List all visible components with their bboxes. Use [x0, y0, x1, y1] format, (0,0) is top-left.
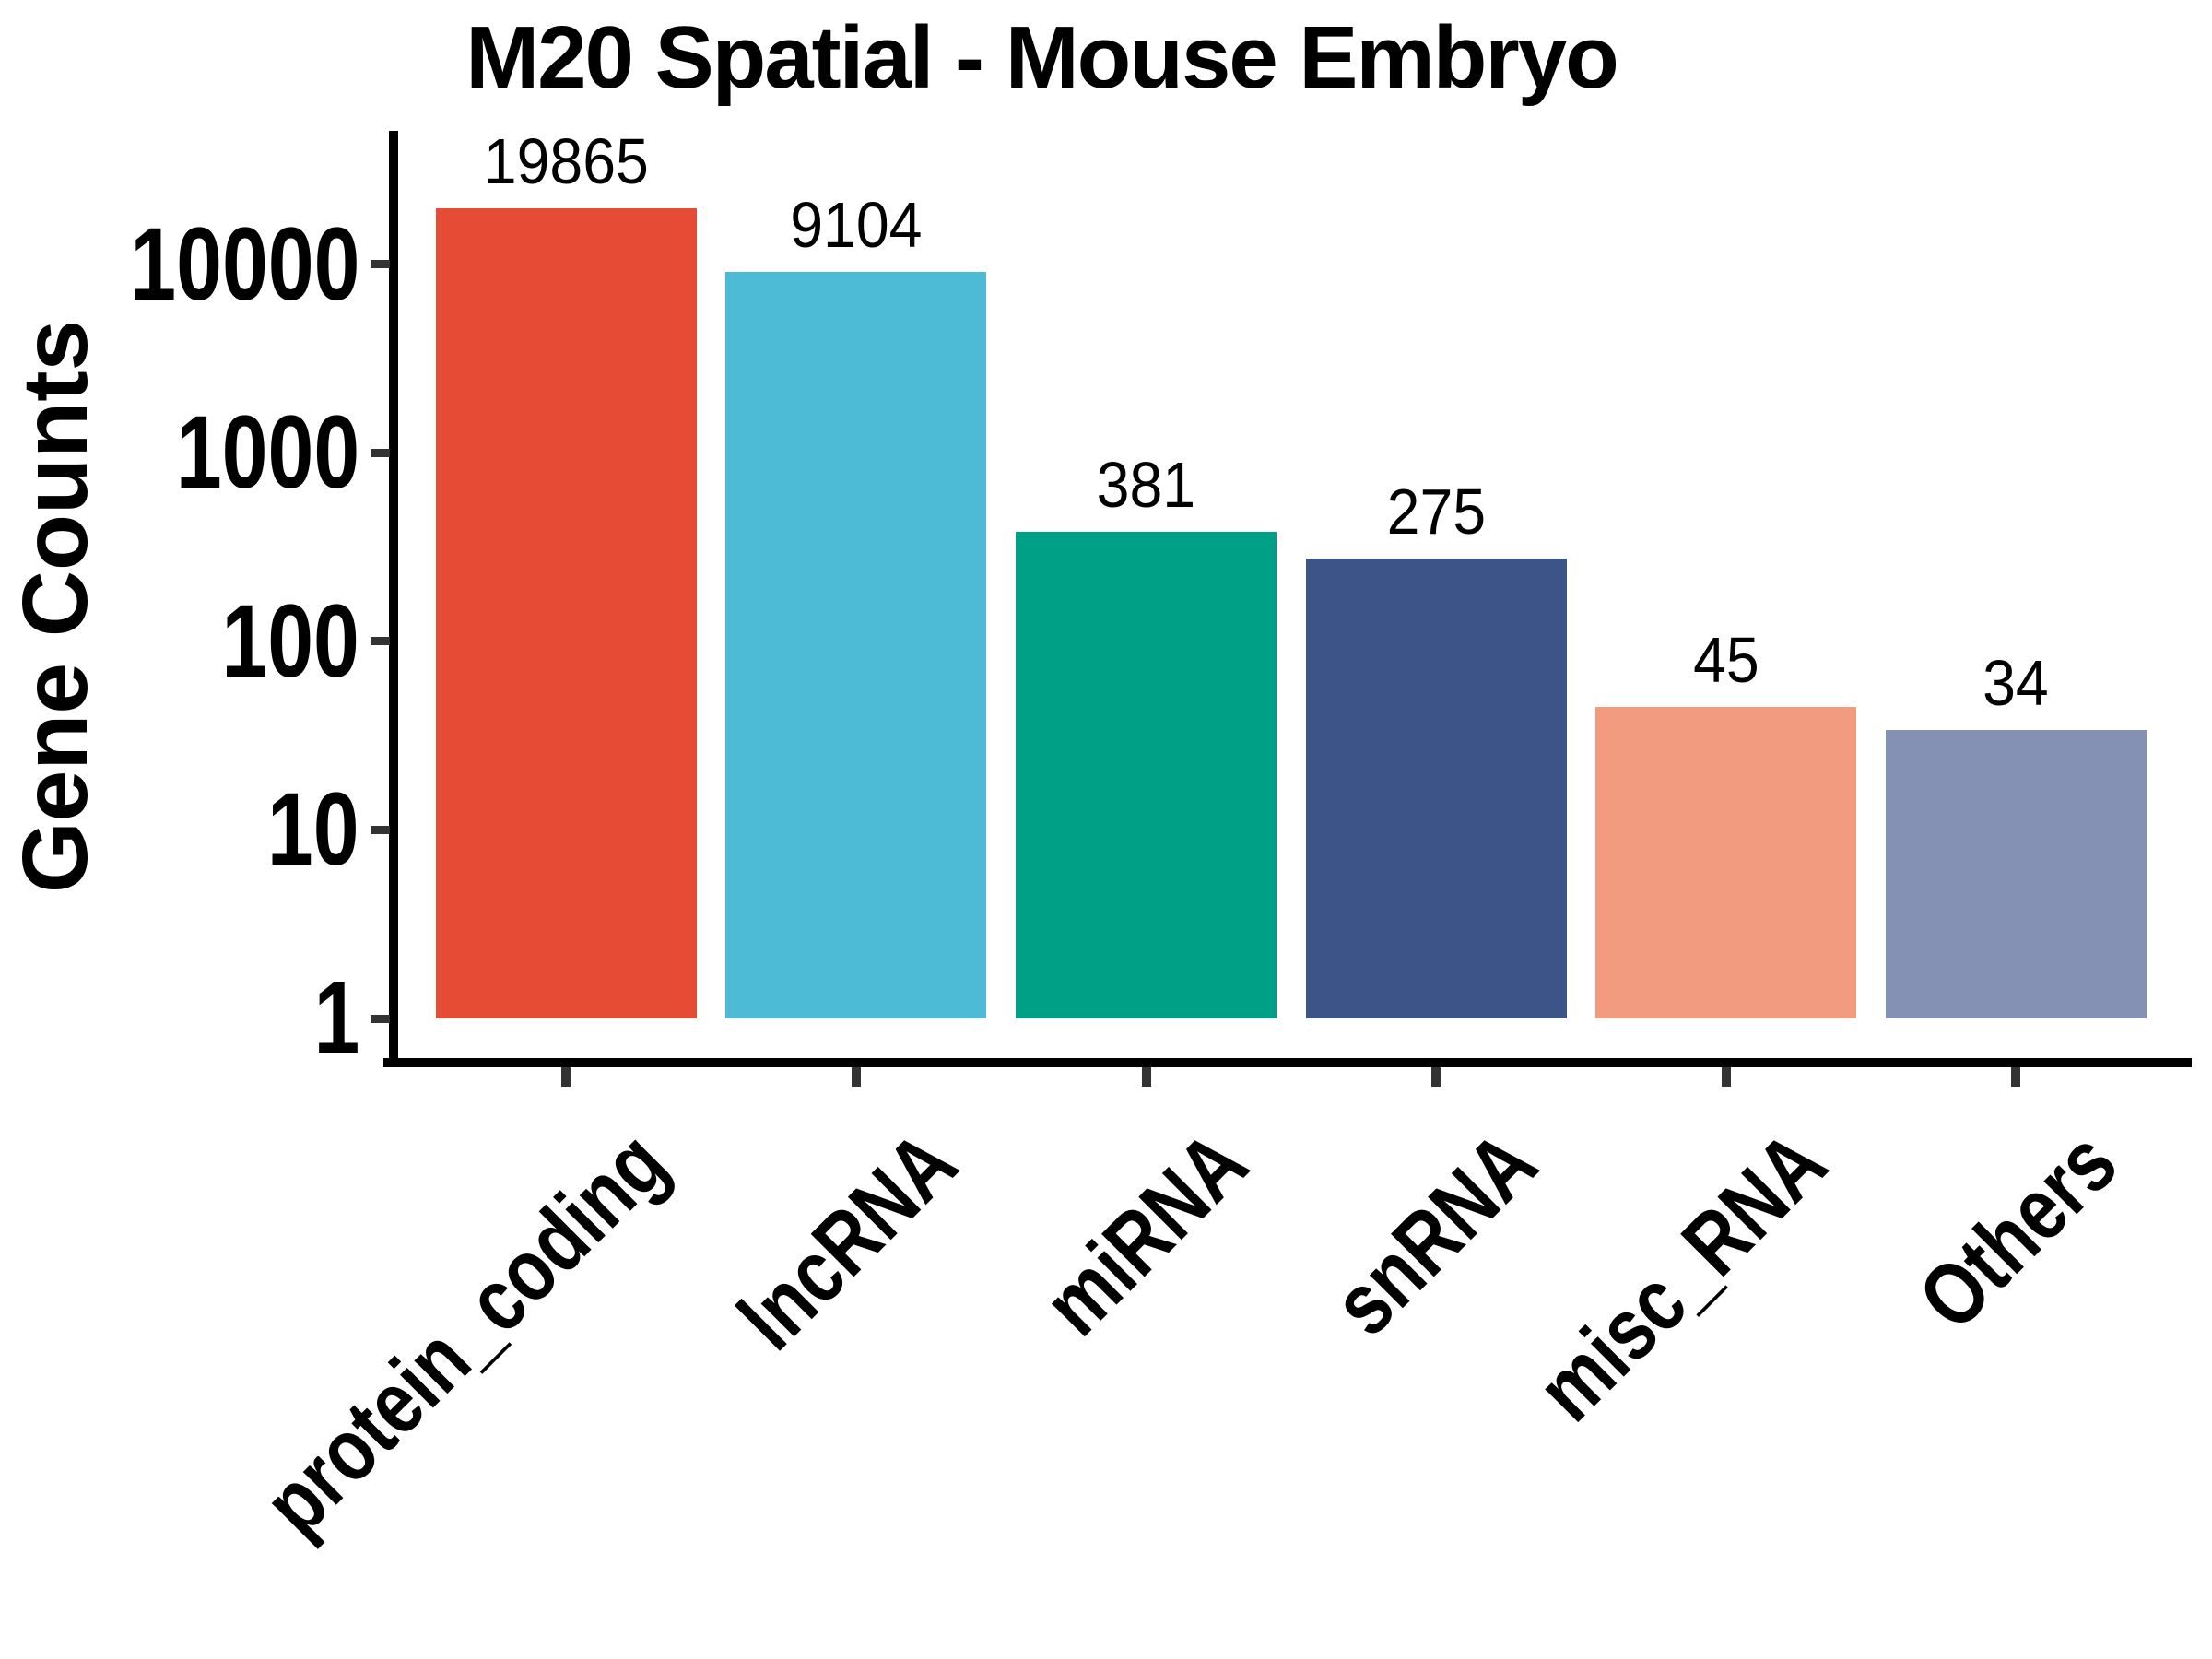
x-axis-tick-label-lncRNA: lncRNA — [684, 1112, 976, 1406]
bar-value-label: 34 — [1822, 649, 2209, 717]
bar-value-text: 34 — [1983, 646, 2050, 719]
x-axis-tick-mark — [1141, 1067, 1151, 1087]
y-axis-tick-label: 10 — [244, 771, 359, 888]
bar-value-text: 19865 — [483, 124, 649, 197]
bar-value-label: 9104 — [663, 191, 1050, 259]
bar-value-label: 381 — [953, 451, 1340, 519]
bar-miRNA — [1016, 531, 1277, 1018]
y-axis-title: Gene Counts — [4, 319, 107, 894]
y-axis-tick-label: 1 — [302, 960, 359, 1076]
bar-value-text: 45 — [1692, 623, 1759, 696]
x-axis-category-text: snRNA — [1314, 1112, 1556, 1354]
bar-value-text: 381 — [1096, 448, 1196, 521]
x-axis-category-text: misc_RNA — [1518, 1112, 1846, 1440]
y-axis-tick-label-text: 1 — [313, 960, 359, 1076]
bar-snRNA — [1305, 558, 1567, 1018]
x-axis-tick-mark — [561, 1067, 571, 1087]
bar-Others — [1885, 729, 2147, 1018]
bar-protein_coding — [435, 207, 697, 1018]
y-axis-tick-mark — [371, 825, 390, 834]
y-axis-tick-mark — [371, 637, 390, 646]
y-axis-tick-label: 100 — [187, 582, 360, 699]
bar-value-label: 19865 — [372, 127, 759, 195]
y-axis-tick-label-text: 10000 — [129, 206, 359, 322]
bar-value-text: 275 — [1386, 475, 1486, 547]
bar-value-label: 45 — [1533, 626, 1920, 694]
chart-title: M20 Spatial - Mouse Embryo — [465, 8, 1619, 107]
x-axis-category-text: lncRNA — [720, 1112, 976, 1369]
x-axis-tick-label-Others: Others — [1867, 1112, 2136, 1382]
y-axis-tick-mark — [371, 1014, 390, 1023]
x-axis-tick-label-miRNA: miRNA — [991, 1112, 1265, 1388]
x-axis-tick-mark — [851, 1067, 861, 1087]
x-axis-category-text: miRNA — [1024, 1112, 1265, 1354]
x-axis-tick-label-protein_coding: protein_coding — [168, 1112, 686, 1631]
y-axis-tick-label: 10000 — [73, 206, 359, 322]
y-axis-line — [389, 131, 398, 1067]
x-axis-category-text: protein_coding — [245, 1112, 686, 1554]
y-axis-tick-mark — [371, 448, 390, 457]
bar-lncRNA — [725, 271, 987, 1018]
x-axis-tick-mark — [1431, 1067, 1441, 1087]
x-axis-tick-mark — [2011, 1067, 2021, 1087]
y-axis-tick-label-text: 100 — [221, 582, 360, 699]
x-axis-line — [383, 1058, 2192, 1067]
x-axis-category-text: Others — [1900, 1112, 2136, 1348]
y-axis-tick-label: 1000 — [130, 394, 359, 511]
y-axis-tick-label-text: 10 — [267, 771, 359, 888]
y-axis-tick-mark — [371, 260, 390, 269]
bar-value-text: 9104 — [790, 188, 923, 261]
bar-misc_RNA — [1595, 706, 1857, 1018]
x-axis-tick-mark — [1721, 1067, 1731, 1087]
y-axis-tick-label-text: 1000 — [175, 394, 359, 511]
bar-value-label: 275 — [1242, 477, 1630, 546]
x-axis-tick-label-snRNA: snRNA — [1281, 1112, 1556, 1388]
